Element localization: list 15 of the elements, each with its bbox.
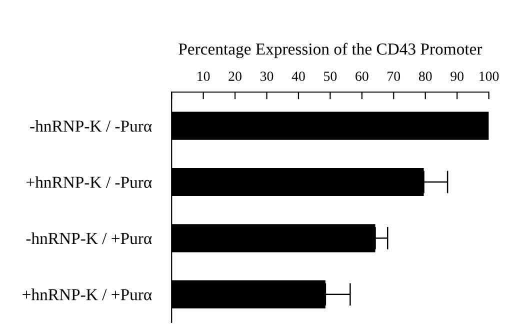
x-tick-label: 10 xyxy=(198,72,210,81)
x-tick-label: 80 xyxy=(418,72,432,81)
x-tick-label: 50 xyxy=(324,72,337,81)
x-tick-label: 30 xyxy=(260,72,274,81)
x-tick-label: 40 xyxy=(292,72,305,81)
x-tick-label: 90 xyxy=(450,72,464,81)
x-tick-label: 70 xyxy=(388,72,400,81)
x-tick-label: 100 xyxy=(480,72,499,81)
y-tick-label: -hnRNP-K / +Purα xyxy=(26,232,152,244)
x-axis-title: Percentage Expression of the CD43 Promoter xyxy=(178,42,482,58)
x-tick-label: 60 xyxy=(356,72,368,81)
y-tick-label: +hnRNP-K / -Purα xyxy=(26,176,152,188)
x-tick-label: 20 xyxy=(228,72,242,81)
y-tick-label: -hnRNP-K / -Purα xyxy=(30,120,152,132)
y-tick-label: +hnRNP-K / +Purα xyxy=(22,288,152,300)
